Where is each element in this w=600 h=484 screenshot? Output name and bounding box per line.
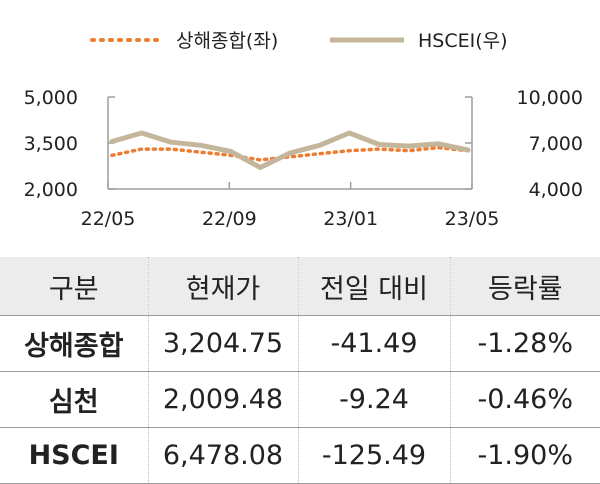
chart-axes: 5,000 3,500 2,000 10,000 7,000 4,000 22/05 22/0…: [24, 87, 583, 230]
series-line-hscei: [109, 130, 471, 170]
right-tick-label: 4,000: [529, 179, 583, 201]
row-name: HSCEI: [0, 427, 149, 484]
left-tick-label: 2,000: [24, 179, 78, 201]
header-current-price: 현재가: [148, 257, 299, 316]
row-name: 심천: [0, 371, 149, 428]
row-current-price: 6,478.08: [148, 427, 299, 484]
x-tick-label: 22/05: [81, 208, 136, 230]
header-change-rate: 등락률: [450, 257, 600, 316]
row-change-rate: -1.28%: [450, 315, 600, 372]
chart-series: [109, 130, 471, 170]
legend-label-shanghai: 상해종합(좌): [176, 30, 278, 52]
x-tick-label: 23/01: [323, 208, 378, 230]
chart-legend: 상해종합(좌) HSCEI(우): [90, 30, 508, 52]
row-current-price: 3,204.75: [148, 315, 299, 372]
row-change: -125.49: [298, 427, 451, 484]
row-change: -9.24: [298, 371, 451, 428]
row-name: 상해종합: [0, 315, 149, 372]
header-category: 구분: [0, 257, 149, 316]
table-header-row: 구분 현재가 전일 대비 등락률: [0, 257, 600, 316]
right-tick-label: 7,000: [529, 133, 583, 155]
row-change-rate: -1.90%: [450, 427, 600, 484]
x-tick-label: 23/05: [445, 208, 500, 230]
row-change: -41.49: [298, 315, 451, 372]
quote-table: 구분 현재가 전일 대비 등락률 상해종합 3,204.75 -41.49 -1…: [0, 257, 600, 484]
legend-label-hscei: HSCEI(우): [418, 30, 508, 52]
row-change-rate: -0.46%: [450, 371, 600, 428]
left-tick-label: 5,000: [24, 87, 78, 109]
index-chart: 상해종합(좌) HSCEI(우) 5,000 3,500 2,000 10,000 7,0…: [24, 30, 583, 230]
table-row: 상해종합 3,204.75 -41.49 -1.28%: [0, 315, 600, 372]
header-change: 전일 대비: [298, 257, 451, 316]
left-tick-label: 3,500: [24, 133, 78, 155]
row-current-price: 2,009.48: [148, 371, 299, 428]
table-row: HSCEI 6,478.08 -125.49 -1.90%: [0, 427, 600, 484]
right-tick-label: 10,000: [517, 87, 583, 109]
x-tick-label: 22/09: [202, 208, 257, 230]
table-row: 심천 2,009.48 -9.24 -0.46%: [0, 371, 600, 428]
